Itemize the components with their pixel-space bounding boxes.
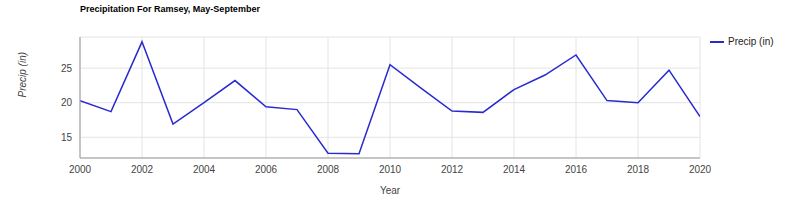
svg-text:2014: 2014 <box>503 164 526 175</box>
svg-text:Year: Year <box>380 185 401 196</box>
svg-text:20: 20 <box>61 97 73 108</box>
html-text:Precipitation For Ramsey, May-: Precipitation For Ramsey, May-September <box>80 4 260 14</box>
svg-text:25: 25 <box>61 63 73 74</box>
svg-text:2010: 2010 <box>379 164 402 175</box>
svg-text:2016: 2016 <box>565 164 588 175</box>
svg-text:Precip (in): Precip (in) <box>17 52 28 98</box>
svg-text:2006: 2006 <box>255 164 278 175</box>
svg-text:2020: 2020 <box>689 164 712 175</box>
html-text:Precip (in): Precip (in) <box>728 36 774 47</box>
svg-text:2002: 2002 <box>131 164 154 175</box>
svg-text:2000: 2000 <box>69 164 92 175</box>
svg-text:2008: 2008 <box>317 164 340 175</box>
svg-text:2004: 2004 <box>193 164 216 175</box>
svg-text:15: 15 <box>61 132 73 143</box>
svg-text:2018: 2018 <box>627 164 650 175</box>
svg-text:2012: 2012 <box>441 164 464 175</box>
